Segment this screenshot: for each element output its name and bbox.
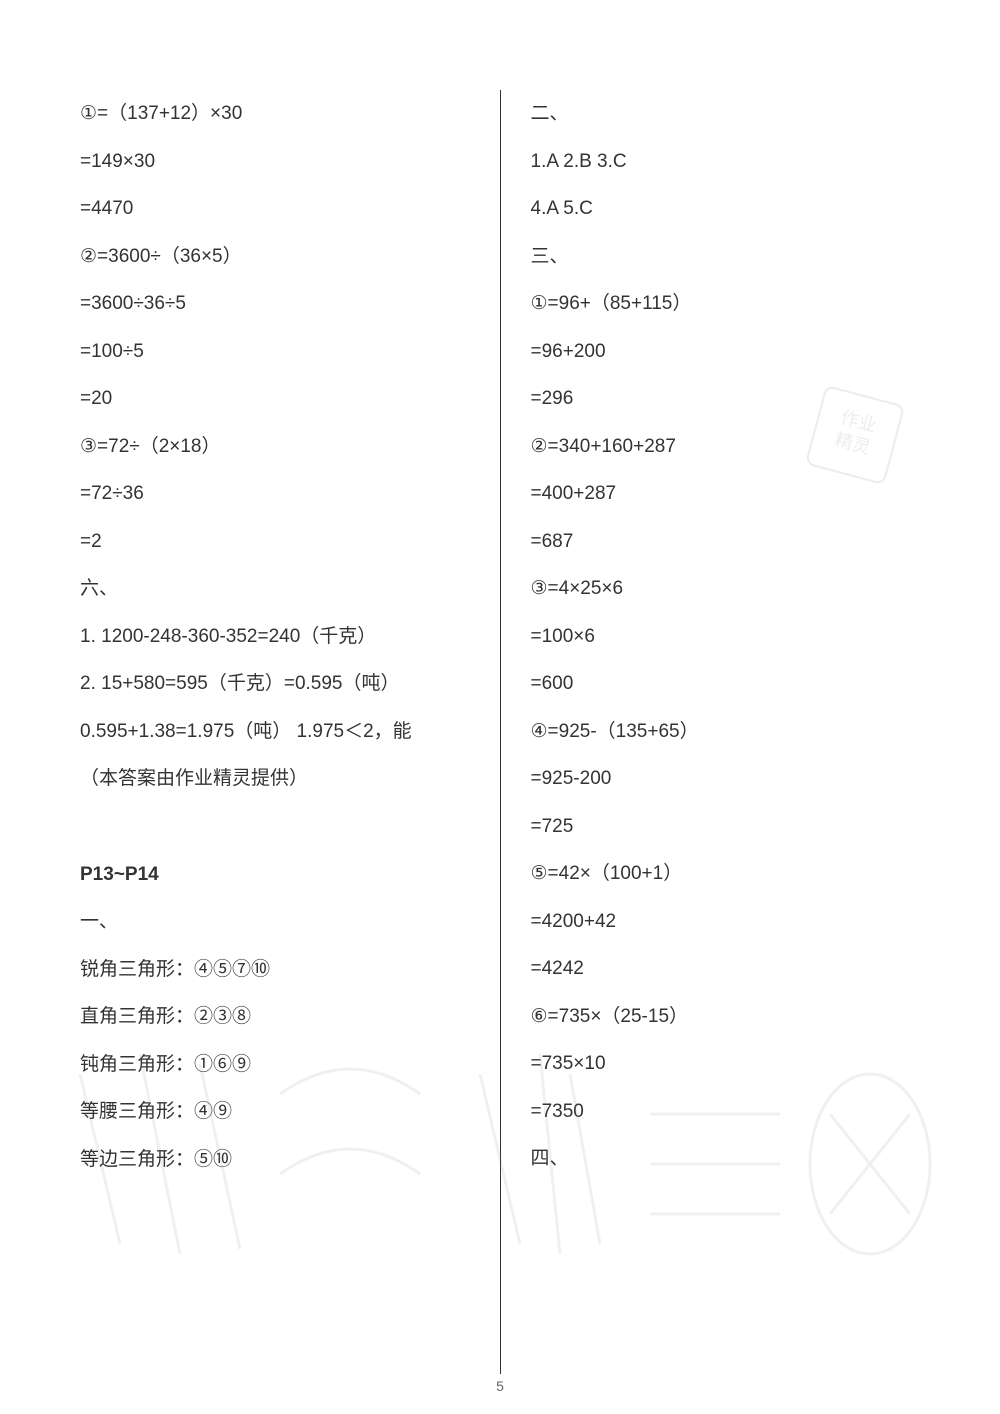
math-line: ①=96+（85+115） (531, 280, 921, 328)
math-line: =3600÷36÷5 (80, 280, 470, 328)
math-line: ②=3600÷（36×5） (80, 233, 470, 281)
math-line: =4242 (531, 945, 921, 993)
math-line: 2. 15+580=595（千克）=0.595（吨） (80, 660, 470, 708)
math-line: =149×30 (80, 138, 470, 186)
math-line: =72÷36 (80, 470, 470, 518)
math-line: =735×10 (531, 1040, 921, 1088)
page-container: ①=（137+12）×30 =149×30 =4470 ②=3600÷（36×5… (0, 0, 1000, 1414)
math-line: =725 (531, 803, 921, 851)
math-line: 0.595+1.38=1.975（吨） 1.975＜2，能 (80, 708, 470, 756)
section-six-header: 六、 (80, 565, 470, 613)
math-line: ②=340+160+287 (531, 423, 921, 471)
math-line: ④=925-（135+65） (531, 708, 921, 756)
math-line: =687 (531, 518, 921, 566)
math-line: =4200+42 (531, 898, 921, 946)
math-line: ⑤=42×（100+1） (531, 850, 921, 898)
section-three-header: 三、 (531, 233, 921, 281)
math-line: =4470 (80, 185, 470, 233)
text-line: 锐角三角形：④⑤⑦⑩ (80, 946, 470, 994)
page-reference: P13~P14 (80, 851, 470, 899)
section-two-header: 二、 (531, 90, 921, 138)
math-line: =296 (531, 375, 921, 423)
math-line: =100×6 (531, 613, 921, 661)
text-line: 等腰三角形：④⑨ (80, 1088, 470, 1136)
section-one-header: 一、 (80, 898, 470, 946)
answer-line: 4.A 5.C (531, 185, 921, 233)
text-line: 钝角三角形：①⑥⑨ (80, 1041, 470, 1089)
page-number: 5 (496, 1378, 504, 1394)
math-line: =400+287 (531, 470, 921, 518)
math-line: ③=72÷（2×18） (80, 423, 470, 471)
math-line: =2 (80, 518, 470, 566)
math-line: =20 (80, 375, 470, 423)
text-line: 直角三角形：②③⑧ (80, 993, 470, 1041)
math-line: =600 (531, 660, 921, 708)
spacer (80, 803, 470, 851)
math-line: =7350 (531, 1088, 921, 1136)
math-line: 1. 1200-248-360-352=240（千克） (80, 613, 470, 661)
math-line: =96+200 (531, 328, 921, 376)
math-line: =925-200 (531, 755, 921, 803)
text-line: 等边三角形：⑤⑩ (80, 1136, 470, 1184)
math-line: （本答案由作业精灵提供） (80, 755, 470, 803)
answer-line: 1.A 2.B 3.C (531, 138, 921, 186)
right-column: 二、 1.A 2.B 3.C 4.A 5.C 三、 ①=96+（85+115） … (501, 90, 921, 1374)
math-line: =100÷5 (80, 328, 470, 376)
left-column: ①=（137+12）×30 =149×30 =4470 ②=3600÷（36×5… (80, 90, 501, 1374)
section-four-header: 四、 (531, 1135, 921, 1183)
math-line: ①=（137+12）×30 (80, 90, 470, 138)
math-line: ③=4×25×6 (531, 565, 921, 613)
math-line: ⑥=735×（25-15） (531, 993, 921, 1041)
